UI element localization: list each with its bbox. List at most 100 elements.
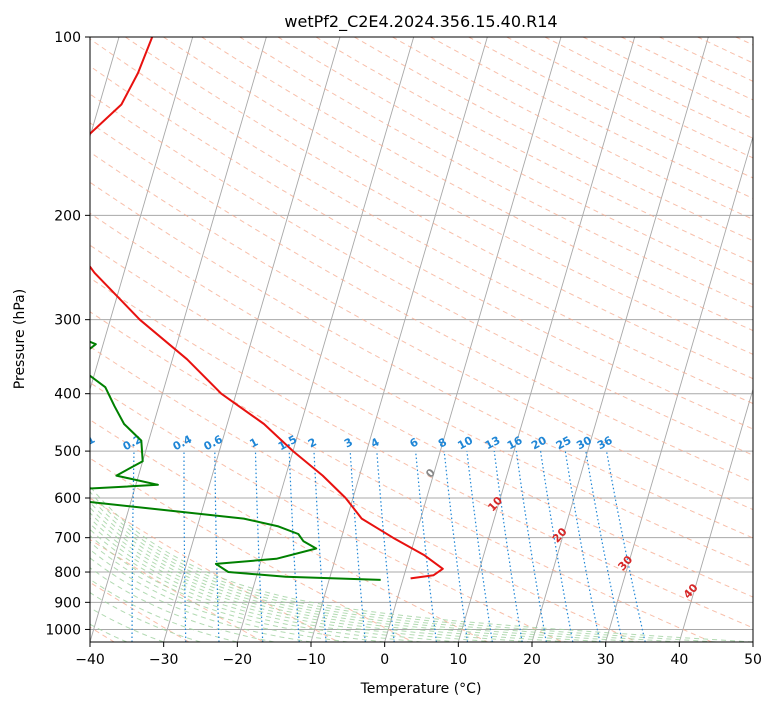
y-tick-label: 800 (54, 565, 81, 581)
dry-adiabat (125, 37, 753, 380)
y-tick-label: 600 (54, 491, 81, 507)
moist-adiabat (90, 541, 385, 642)
moist-adiabat (90, 578, 238, 642)
moist-adiabat-label: 0 (423, 466, 438, 481)
dry-adiabat (239, 37, 753, 308)
mixing-ratio-label: 16 (505, 434, 525, 453)
moist-adiabat (90, 534, 422, 642)
moist-adiabat (90, 591, 201, 642)
dry-adiabat (90, 244, 753, 598)
dry-adiabat (90, 497, 339, 642)
x-tick-label: 30 (597, 652, 615, 668)
x-tick-label: −20 (223, 652, 253, 668)
moist-adiabat-label: 20 (550, 525, 570, 545)
isotherm-line (531, 37, 709, 642)
dry-adiabat (90, 311, 712, 642)
mixing-ratio-line (605, 450, 646, 642)
mixing-ratio-line (288, 451, 300, 642)
dry-adiabat (201, 37, 753, 332)
moist-adiabat-label: 40 (681, 581, 701, 601)
x-tick-label: 0 (380, 652, 389, 668)
dry-adiabat (544, 37, 753, 139)
x-tick-label: 20 (523, 652, 541, 668)
dry-adiabat (90, 419, 488, 642)
x-tick-label: −10 (296, 652, 326, 668)
mixing-ratio-label: 10 (455, 434, 475, 453)
mixing-ratio-label: 36 (595, 433, 615, 452)
dry-adiabat (90, 151, 753, 511)
isotherm-line (90, 37, 267, 642)
isotherm-line (310, 37, 488, 642)
mixing-ratio-line (515, 451, 547, 642)
y-tick-label: 1000 (45, 622, 81, 638)
dry-adiabat (90, 93, 753, 456)
mixing-ratio-line (466, 451, 493, 642)
mixing-ratio-line (376, 451, 395, 642)
isotherm-line (605, 134, 753, 642)
moist-adiabat-label: 30 (615, 553, 635, 573)
profile-traces (90, 37, 444, 581)
y-axis-ticks: 100 200 300 400 500 600 700 800 900 1000 (45, 30, 90, 638)
mixing-ratio-label: 0.6 (202, 433, 226, 454)
x-tick-label: −40 (75, 652, 105, 668)
x-tick-label: 10 (449, 652, 467, 668)
mixing-ratio-line (564, 451, 601, 642)
chart-title: wetPf2_C2E4.2024.356.15.40.R14 (284, 12, 557, 32)
dry-adiabat (90, 212, 753, 568)
mixing-ratio-line (313, 451, 327, 642)
isotherm-line (384, 37, 562, 642)
dry-adiabat (659, 37, 753, 82)
line-labels: 0.10.20.40.611.52346810131620253036-100-… (90, 433, 701, 602)
dry-adiabat (90, 382, 563, 642)
x-tick-label: 50 (744, 652, 762, 668)
dry-adiabat (90, 581, 190, 642)
dry-adiabat (506, 37, 753, 159)
mixing-ratio-label: 8 (436, 435, 449, 450)
mixing-ratio-line (540, 451, 574, 642)
mixing-ratio-line (214, 451, 220, 642)
y-tick-label: 700 (54, 531, 81, 547)
mixing-ratio-label: 1 (247, 435, 260, 450)
dry-adiabat (735, 37, 753, 46)
moist-adiabat (90, 496, 680, 642)
mixing-ratio-line (585, 450, 623, 642)
x-tick-label: 40 (670, 652, 688, 668)
moist-adiabat (90, 528, 459, 642)
dry-adiabat (697, 37, 753, 64)
mixing-ratio-line (254, 451, 264, 642)
y-tick-label: 400 (54, 387, 81, 403)
mixing-ratio-line (82, 451, 87, 642)
moist-adiabat (90, 523, 496, 642)
dry-adiabat (163, 37, 753, 355)
dry-adiabat (90, 122, 753, 483)
moist-adiabat (90, 567, 275, 642)
isotherm-line (678, 387, 753, 642)
moist-adiabat (90, 548, 348, 642)
dry-adiabat (430, 37, 753, 199)
mixing-ratio-label: 3 (342, 435, 355, 450)
mixing-ratio-label: 6 (408, 435, 421, 450)
y-tick-label: 900 (54, 595, 81, 611)
isotherm-line (163, 37, 341, 642)
moist-adiabat (90, 491, 717, 642)
plot-frame (89, 36, 754, 643)
dry-adiabat (90, 65, 753, 430)
y-tick-label: 100 (54, 30, 81, 46)
mixing-ratio-label: 0.4 (171, 433, 195, 454)
dry-adiabat (392, 37, 753, 220)
moist-adiabat (90, 557, 312, 642)
temperature-trace (90, 37, 444, 580)
x-tick-label: −30 (149, 652, 179, 668)
mixing-ratio-label: 4 (369, 435, 382, 450)
isotherm-line (752, 640, 753, 642)
moist-adiabat (90, 501, 643, 642)
y-tick-label: 300 (54, 313, 81, 329)
dry-adiabat (90, 538, 264, 642)
mixing-ratio-label: 25 (554, 434, 574, 453)
mixing-ratio-label: 30 (574, 434, 594, 453)
isotherm-line (457, 37, 636, 642)
x-axis-ticks: −40 −30 −20 −10 0 10 20 30 40 50 (75, 642, 762, 668)
y-axis-label: Pressure (hPa) (12, 289, 28, 389)
mixing-ratio-line (443, 451, 469, 642)
